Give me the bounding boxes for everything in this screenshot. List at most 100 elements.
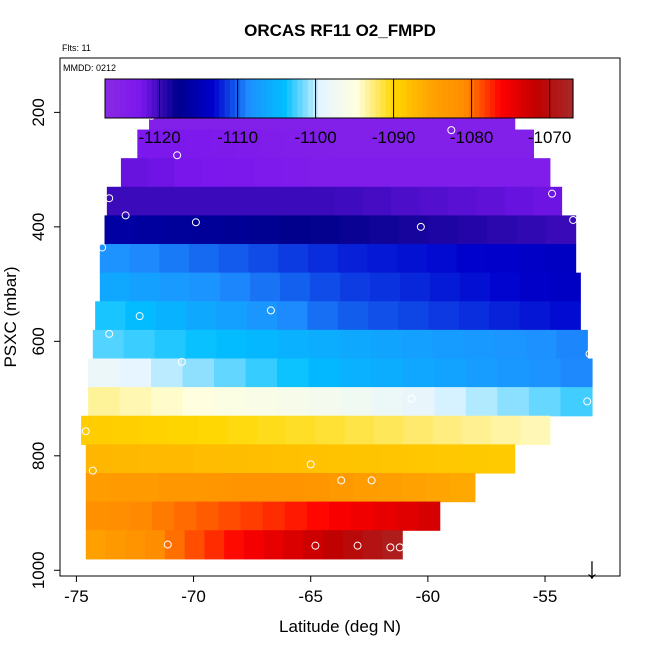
colorbar-segment	[489, 79, 496, 118]
heatmap-cell	[192, 444, 221, 474]
heatmap-cell	[450, 472, 476, 503]
heatmap-cell	[309, 272, 341, 302]
heatmap-cell	[353, 472, 379, 503]
heatmap-cell	[377, 472, 403, 503]
heatmap-cell	[174, 158, 203, 188]
heatmap-cell	[159, 272, 191, 302]
heatmap-cell	[508, 129, 535, 159]
flight-point	[121, 211, 130, 220]
heatmap-cell	[81, 415, 112, 445]
heatmap-cell	[546, 215, 577, 245]
heatmap-cell	[300, 444, 328, 474]
heatmap-cell	[525, 329, 557, 360]
heatmap-cell	[491, 415, 522, 445]
x-tick-label: -70	[181, 587, 206, 606]
colorbar-segment	[151, 79, 158, 118]
heatmap-cell	[340, 329, 372, 360]
heatmap-cell	[388, 158, 417, 188]
colorbar-segment	[427, 79, 434, 118]
heatmap-cell	[402, 358, 436, 388]
heatmap-cell	[184, 530, 206, 560]
heatmap-cell	[164, 530, 186, 560]
heatmap-cell	[432, 329, 465, 360]
heatmap-cell	[304, 472, 330, 503]
colorbar-segment	[125, 79, 132, 118]
heatmap-cell	[85, 501, 109, 531]
direction-arrow: ↓	[584, 552, 599, 585]
colorbar-segment	[448, 79, 454, 118]
heatmap-cell	[281, 158, 310, 188]
heatmap-cell	[504, 186, 534, 217]
heatmap-cell	[373, 415, 404, 445]
x-tick-label: -75	[64, 587, 89, 606]
heatmap-cell	[458, 301, 490, 331]
heatmap-cell	[85, 472, 111, 503]
heatmap-cell	[236, 129, 262, 159]
heatmap-cell	[307, 301, 339, 331]
heatmap-cell	[528, 358, 562, 388]
colorbar-segment	[302, 79, 309, 118]
flight-point	[395, 543, 404, 552]
heatmap-cell	[106, 186, 136, 217]
heatmap-cell	[476, 186, 506, 217]
flight-point	[583, 397, 592, 406]
colorbar-segment	[214, 79, 220, 118]
heatmap-cell	[340, 272, 371, 302]
heatmap-cell	[145, 530, 166, 560]
heatmap-cell	[112, 444, 141, 474]
heatmap-cell	[279, 272, 311, 302]
heatmap-cell	[434, 387, 467, 417]
colorbar-segment	[396, 79, 402, 118]
colorbar: -1120 -1110 -1100 -1090 -1080 -1070	[104, 78, 574, 147]
heatmap-cell	[196, 501, 220, 531]
heatmap-cell	[278, 244, 309, 274]
heatmap-cell	[402, 387, 436, 417]
heatmap-cell	[137, 129, 163, 159]
heatmap-cell	[281, 215, 312, 245]
heatmap-cell	[417, 501, 441, 531]
y-axis: 200 400 600 800 1000	[29, 98, 61, 589]
heatmap-cell	[216, 301, 248, 331]
heatmap-cell	[460, 444, 489, 474]
heatmap-cell	[362, 186, 392, 217]
heatmap-cell	[231, 472, 257, 503]
heatmap-cell	[401, 329, 434, 360]
heatmap-cell	[245, 358, 278, 388]
colorbar-segment	[183, 79, 189, 118]
colorbar-segment	[131, 79, 137, 118]
colorbar-segment	[443, 79, 449, 118]
colorbar-segment	[474, 79, 480, 118]
colorbar-segment	[526, 79, 532, 118]
heatmap-cell	[496, 158, 524, 188]
colorbar-segment	[541, 79, 548, 118]
heatmap-cell	[398, 301, 430, 331]
heatmap-cell	[328, 472, 354, 503]
heatmap-cell	[263, 530, 285, 560]
heatmap-cell	[528, 387, 562, 417]
colorbar-segment	[536, 79, 543, 118]
heatmap-cell	[371, 358, 404, 388]
colorbar-segment	[453, 79, 460, 118]
colorbar-segment	[110, 79, 116, 118]
flight-point	[98, 243, 107, 252]
heatmap-cell	[520, 415, 551, 445]
heatmap-cell	[400, 272, 431, 302]
colorbar-segment	[354, 79, 361, 118]
heatmap-cell	[550, 272, 581, 302]
heatmap-cell	[395, 501, 419, 531]
colorbar-segment	[505, 79, 512, 118]
heatmap-cell	[248, 186, 279, 217]
heatmap-cell	[255, 472, 281, 503]
heatmap-cell	[489, 301, 521, 331]
colorbar-segment	[401, 79, 408, 118]
colorbar-segment	[250, 79, 257, 118]
colorbar-segment	[339, 79, 345, 118]
heatmap-cell	[456, 244, 487, 274]
colorbar-segment	[292, 79, 298, 118]
colorbar-segment	[266, 79, 272, 118]
heatmap-cell	[362, 530, 384, 560]
heatmap-cell	[340, 215, 371, 245]
heatmap-cell	[430, 272, 461, 302]
heatmap-cell	[278, 329, 310, 360]
colorbar-segment	[521, 79, 527, 118]
